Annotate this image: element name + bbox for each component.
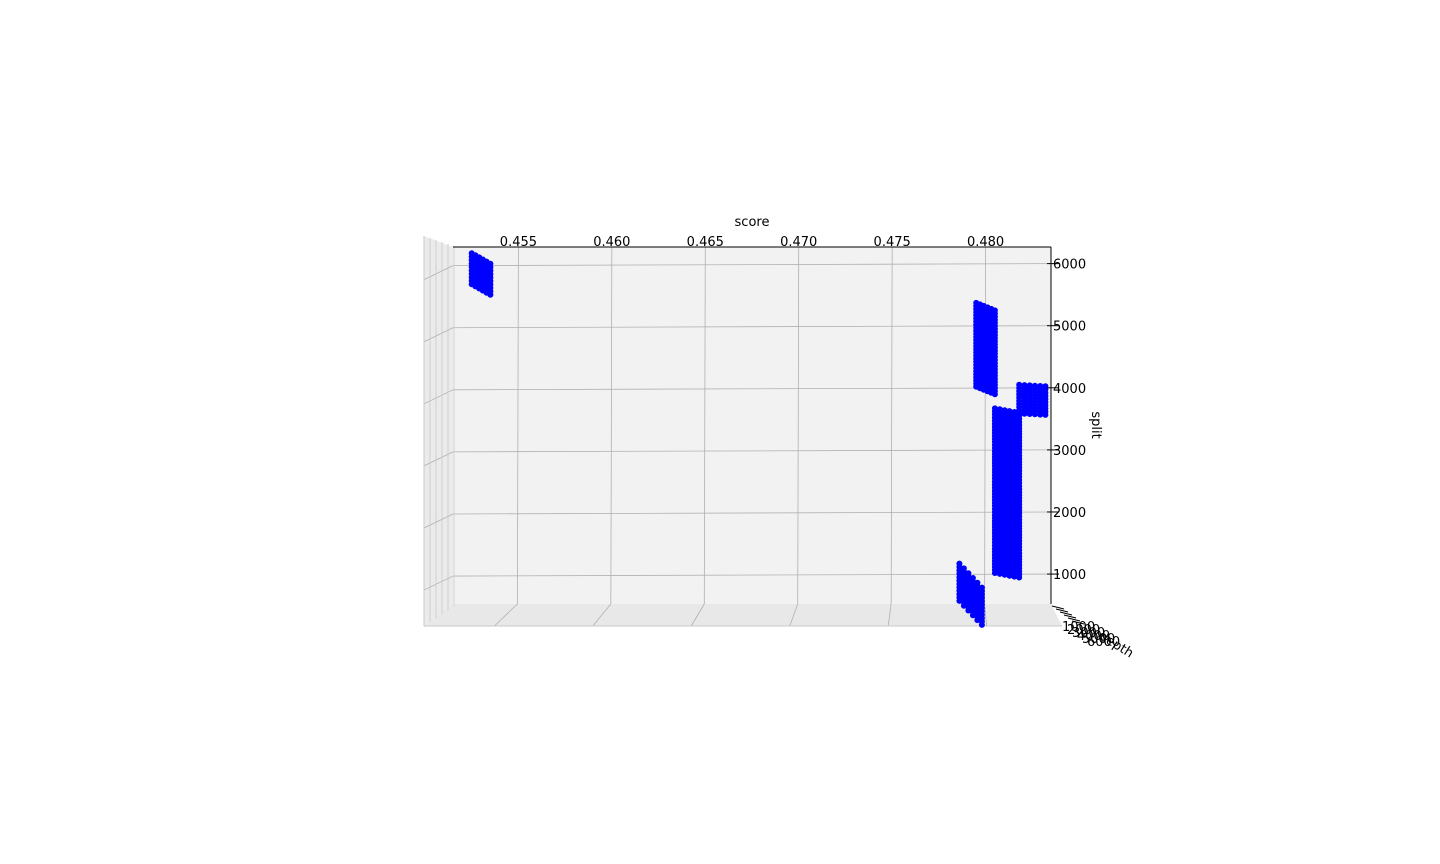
x-tick-labels: 0.455 0.460 0.465 0.470 0.475 0.480 bbox=[500, 235, 1004, 250]
depth-tick-label: 3000 bbox=[1072, 626, 1105, 641]
scatter-points bbox=[468, 250, 1049, 628]
grid-lines bbox=[452, 246, 1052, 627]
z-tick-label: 1000 bbox=[1053, 568, 1086, 583]
depth-axis-label: depth bbox=[1096, 629, 1136, 662]
x-tick-label: 0.455 bbox=[500, 235, 537, 250]
back-pane bbox=[453, 247, 1051, 604]
z-tick-labels: 1000 2000 3000 4000 5000 6000 bbox=[1047, 258, 1086, 583]
scatter-point bbox=[991, 570, 998, 576]
side-pane bbox=[424, 236, 453, 626]
x-grid-line bbox=[797, 246, 800, 605]
scatter-point bbox=[1001, 571, 1008, 578]
z-axis-label: split bbox=[1088, 411, 1103, 438]
side-wall-lines bbox=[423, 236, 1062, 627]
z-tick-label: 5000 bbox=[1053, 320, 1086, 335]
x-grid-line bbox=[517, 246, 519, 605]
scatter-point bbox=[965, 607, 972, 614]
floor-grid-line bbox=[887, 603, 892, 627]
scatter-point bbox=[1026, 411, 1033, 417]
depth-tick-mark bbox=[1063, 614, 1077, 619]
scatter-point bbox=[960, 602, 967, 609]
floor-grid-line bbox=[789, 603, 799, 627]
x-grid-line bbox=[703, 246, 706, 605]
x-axis-label: score bbox=[735, 215, 770, 230]
floor-grid-line bbox=[592, 603, 612, 627]
depth-tick-label: 6000 bbox=[1087, 635, 1120, 650]
depth-tick-mark bbox=[1055, 608, 1069, 613]
z-grid-line bbox=[452, 387, 1052, 391]
x-tick-label: 0.470 bbox=[780, 235, 817, 250]
scatter-point bbox=[1016, 574, 1023, 581]
depth-tick-mark bbox=[1071, 620, 1085, 625]
scatter-point bbox=[1011, 573, 1018, 580]
scatter-point bbox=[969, 612, 976, 619]
depth-tick-mark bbox=[1051, 605, 1065, 610]
z-tick-label: 2000 bbox=[1053, 506, 1086, 521]
x-tick-label: 0.480 bbox=[967, 235, 1004, 250]
depth-tick-label: 1000 bbox=[1062, 620, 1095, 635]
x-grid-line bbox=[890, 246, 893, 605]
x-grid-line bbox=[610, 246, 613, 605]
depth-tick-mark bbox=[1059, 611, 1073, 616]
depth-tick-label: 2000 bbox=[1067, 623, 1100, 638]
scatter-point bbox=[956, 597, 963, 604]
scatter-point bbox=[1037, 411, 1044, 418]
floor-grid-line bbox=[494, 603, 518, 627]
depth-tick-mark bbox=[1067, 617, 1081, 622]
floor-pane bbox=[424, 604, 1062, 626]
scatter-point bbox=[1031, 411, 1038, 418]
z-tick-label: 4000 bbox=[1053, 382, 1086, 397]
scatter-point bbox=[978, 621, 985, 628]
x-tick-label: 0.465 bbox=[687, 235, 724, 250]
depth-tick-label: 4000 bbox=[1077, 629, 1110, 644]
scatter-point bbox=[487, 291, 494, 298]
z-grid-line bbox=[452, 325, 1052, 329]
scatter-point bbox=[1006, 572, 1013, 579]
scatter-point bbox=[974, 617, 981, 624]
z-grid-line bbox=[452, 449, 1052, 453]
x-tick-label: 0.475 bbox=[874, 235, 911, 250]
z-grid-line bbox=[452, 573, 1052, 577]
scatter-point bbox=[1042, 411, 1049, 418]
z-tick-label: 3000 bbox=[1053, 444, 1086, 459]
z-tick-label: 6000 bbox=[1053, 258, 1086, 273]
z-grid-line bbox=[452, 263, 1052, 267]
depth-tick-label: 5000 bbox=[1082, 632, 1115, 647]
scatter-point bbox=[1021, 410, 1028, 417]
scatter-point bbox=[996, 570, 1003, 577]
floor-grid-line bbox=[690, 603, 705, 627]
scatter-point bbox=[991, 391, 998, 398]
x-tick-label: 0.460 bbox=[593, 235, 630, 250]
z-grid-line bbox=[452, 511, 1052, 515]
floor-grid-line bbox=[984, 603, 987, 627]
